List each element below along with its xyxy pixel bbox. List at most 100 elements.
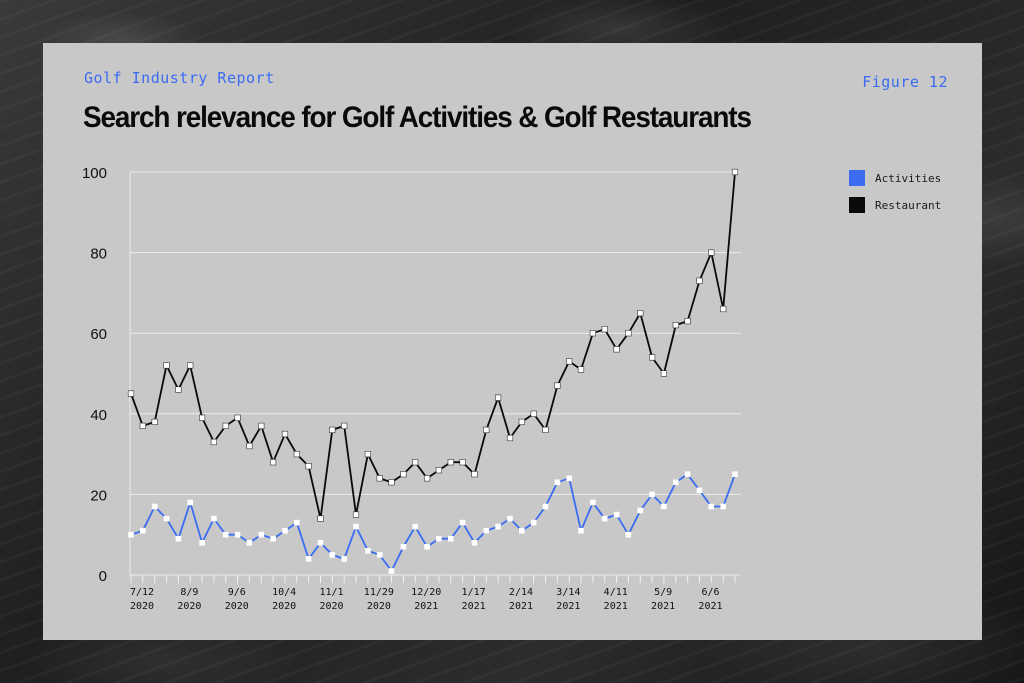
x-tick-label-date: 1/17 xyxy=(462,587,486,598)
x-tick-label-year: 2021 xyxy=(556,601,580,612)
data-point-activities xyxy=(684,471,691,477)
data-point-activities xyxy=(708,503,715,510)
data-point-restaurant xyxy=(696,277,703,284)
data-point-activities xyxy=(483,527,490,534)
data-point-restaurant xyxy=(199,414,206,421)
data-point-restaurant xyxy=(613,346,620,353)
data-point-activities xyxy=(696,487,703,494)
x-tick-label-year: 2020 xyxy=(177,601,201,612)
x-tick-label-year: 2021 xyxy=(414,601,438,612)
data-point-restaurant xyxy=(329,426,336,434)
x-axis: 7/12 2020 8/9 2020 9/6 2020 10/4 2020 11/1 2020 11… xyxy=(130,574,740,612)
data-point-activities xyxy=(294,519,300,526)
data-point-restaurant xyxy=(281,430,289,438)
figure-card: Golf Industry Report Figure 12 Search re… xyxy=(43,43,982,640)
data-point-activities xyxy=(661,503,667,510)
data-point-activities xyxy=(400,544,407,550)
data-point-restaurant xyxy=(423,475,431,482)
data-point-activities xyxy=(128,531,134,538)
data-point-restaurant xyxy=(660,370,667,377)
x-tick-label-year: 2021 xyxy=(651,601,675,612)
data-point-activities xyxy=(329,552,336,558)
data-point-restaurant xyxy=(720,305,727,313)
data-point-activities xyxy=(199,540,205,546)
data-point-activities xyxy=(258,531,265,538)
data-point-activities xyxy=(388,568,395,574)
data-point-activities xyxy=(471,540,478,546)
data-point-activities xyxy=(140,527,146,534)
x-tick-label-year: 2020 xyxy=(319,601,343,612)
data-point-restaurant xyxy=(139,422,146,430)
data-point-restaurant xyxy=(554,382,561,389)
report-kicker: Golf Industry Report xyxy=(84,69,275,87)
data-point-restaurant xyxy=(151,418,158,426)
x-tick-label-year: 2021 xyxy=(698,601,722,612)
data-point-activities xyxy=(448,535,454,542)
data-point-restaurant xyxy=(506,434,514,442)
legend: Activities Restaurant xyxy=(849,170,941,224)
x-tick-label-date: 9/6 xyxy=(228,587,246,598)
data-point-activities xyxy=(376,552,383,558)
data-point-activities xyxy=(637,507,644,514)
legend-label-restaurant: Restaurant xyxy=(875,198,942,212)
data-point-restaurant xyxy=(625,330,632,337)
data-point-restaurant xyxy=(530,410,537,417)
data-point-activities xyxy=(459,519,466,526)
figure-label: Figure 12 xyxy=(862,73,948,91)
data-point-restaurant xyxy=(412,459,419,466)
data-point-restaurant xyxy=(483,426,490,434)
x-tick-label-year: 2021 xyxy=(604,601,628,612)
data-point-activities xyxy=(282,527,288,534)
data-point-restaurant xyxy=(708,249,715,256)
data-point-restaurant xyxy=(175,386,182,393)
data-point-activities xyxy=(542,503,549,510)
y-tick-label: 60 xyxy=(90,326,107,343)
data-point-activities xyxy=(673,479,679,486)
data-point-activities xyxy=(732,471,738,477)
data-point-restaurant xyxy=(364,450,372,458)
data-point-restaurant xyxy=(187,362,194,369)
data-point-activities xyxy=(566,475,572,482)
data-point-restaurant xyxy=(293,450,300,458)
legend-swatch-restaurant xyxy=(849,197,865,213)
series-lines xyxy=(130,171,736,572)
data-point-activities xyxy=(317,540,324,546)
data-point-activities xyxy=(270,535,276,542)
data-point-activities xyxy=(625,531,632,538)
data-point-restaurant xyxy=(163,362,170,369)
x-tick-label-date: 3/14 xyxy=(556,587,580,598)
data-point-activities xyxy=(578,527,584,534)
data-point-restaurant xyxy=(566,358,573,365)
data-point-activities xyxy=(175,535,182,542)
data-point-activities xyxy=(365,548,371,554)
x-tick-label-date: 5/9 xyxy=(654,587,672,598)
x-tick-label-date: 6/6 xyxy=(701,587,719,598)
data-point-activities xyxy=(211,515,217,522)
legend-item-restaurant: Restaurant xyxy=(849,197,941,213)
y-axis-ticks: 0 20 40 60 80 100 xyxy=(82,165,107,585)
x-tick-label-date: 8/9 xyxy=(180,587,198,598)
data-point-activities xyxy=(163,515,170,522)
data-point-activities xyxy=(222,531,229,538)
x-tick-label-date: 11/29 xyxy=(364,587,394,598)
data-point-activities xyxy=(720,503,726,510)
data-point-activities xyxy=(187,499,193,506)
x-tick-label-date: 10/4 xyxy=(272,587,296,598)
data-point-restaurant xyxy=(542,426,549,434)
y-tick-label: 20 xyxy=(90,487,107,504)
data-point-activities xyxy=(234,531,241,538)
data-point-restaurant xyxy=(459,459,466,466)
data-point-restaurant xyxy=(518,418,525,426)
data-point-restaurant xyxy=(589,330,596,337)
data-point-restaurant xyxy=(494,394,502,401)
data-point-activities xyxy=(530,519,537,526)
data-point-restaurant xyxy=(210,438,218,446)
x-tick-label-year: 2021 xyxy=(462,601,486,612)
y-tick-label: 100 xyxy=(82,165,107,182)
data-point-activities xyxy=(412,523,418,530)
data-point-restaurant xyxy=(234,414,241,421)
data-point-activities xyxy=(554,479,561,486)
legend-swatch-activities xyxy=(849,170,865,186)
data-point-activities xyxy=(305,556,312,562)
data-point-restaurant xyxy=(127,390,135,397)
